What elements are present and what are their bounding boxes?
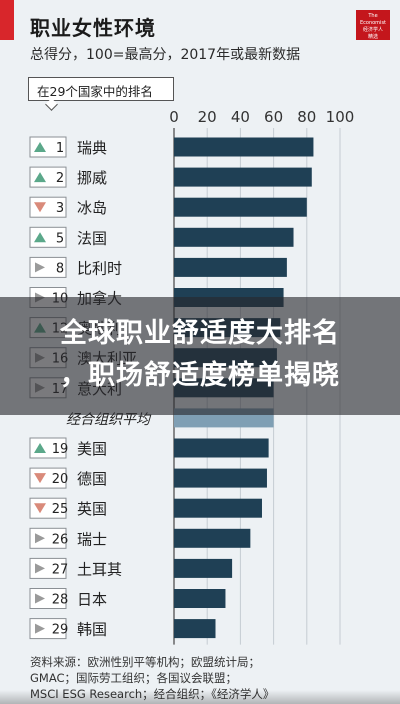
trend-down-icon [34,202,46,213]
x-tick-label: 0 [169,108,179,126]
bar [174,619,216,639]
country-label: 挪威 [77,169,107,187]
chart-title: 职业女性环境 [30,16,156,40]
country-label: 韩国 [77,621,107,639]
country-label: 冰岛 [77,199,107,217]
trend-same-icon [35,593,45,604]
sources-note: 资料来源：欧洲性别平等机构；欧盟统计局； GMAC；国际劳工组织；各国议会联盟；M… [30,654,274,702]
economist-logo: The Economist 经济学人 精选 [356,10,390,40]
country-label: 瑞典 [77,139,107,157]
country-label: 法国 [77,229,107,247]
bar [174,468,267,488]
bar [174,589,226,608]
rank-number: 1 [56,141,64,156]
x-tick-label: 60 [264,108,283,126]
headline-banner: 全球职业舒适度大排名 ，职场舒适度榜单揭晓 [0,297,400,415]
accent-bar [0,0,14,40]
bar [174,498,262,518]
trend-same-icon [35,262,45,273]
bar [174,558,233,578]
country-label: 英国 [77,500,107,518]
rank-number: 26 [52,532,69,547]
bar [174,257,287,277]
rank-number: 5 [56,231,64,246]
bar [174,528,251,548]
trend-down-icon [34,503,46,514]
country-label: 德国 [77,470,107,488]
rank-number: 8 [56,261,64,276]
rank-box [29,557,67,579]
bar [174,227,294,247]
trend-same-icon [35,533,45,544]
banner-line-1: 全球职业舒适度大排名 [60,318,340,349]
trend-down-icon [34,473,46,484]
trend-same-icon [35,563,45,574]
average-label: 经合组织平均 [66,412,152,428]
rank-box [29,588,67,609]
country-label: 比利时 [77,259,122,277]
trend-up-icon [34,142,46,152]
x-tick-label: 100 [326,108,355,126]
rank-header-callout: 在29个国家中的排名 [28,77,174,101]
country-label: 美国 [77,440,107,458]
bottom-shadow [0,690,400,704]
trend-same-icon [35,623,45,634]
rank-number: 19 [52,442,69,457]
source-line: 资料来源：欧洲性别平等机构；欧盟统计局； [30,655,260,669]
rank-number: 25 [52,502,69,517]
x-tick-label: 80 [297,108,316,126]
rank-header-label: 在29个国家中的排名 [37,84,153,99]
rank-number: 29 [52,623,69,638]
rank-box [29,618,67,640]
rank-number: 20 [52,472,69,487]
banner-line-2: ，职场舒适度榜单揭晓 [60,360,340,391]
country-label: 土耳其 [77,560,122,578]
trend-up-icon [34,443,46,453]
x-tick-label: 40 [231,108,250,126]
source-line: MSCI ESG Research；经合组织；《经济学人》 [30,686,274,702]
country-label: 日本 [77,591,107,609]
rank-box [29,256,67,278]
bar [174,197,307,217]
chart-subtitle: 总得分，100=最高分，2017年或最新数据 [30,47,301,63]
trend-up-icon [34,172,46,183]
bar [174,438,269,458]
trend-up-icon [34,232,46,243]
rank-number: 28 [52,593,69,608]
country-label: 瑞士 [77,530,107,548]
rank-number: 3 [56,201,64,216]
bar [174,167,312,187]
source-line: GMAC；国际劳工组织；各国议会联盟； [30,671,238,685]
rank-number: 27 [52,562,69,577]
rank-number: 2 [56,171,64,186]
x-tick-label: 20 [198,108,217,126]
bar [174,137,314,157]
rank-box [29,527,67,549]
